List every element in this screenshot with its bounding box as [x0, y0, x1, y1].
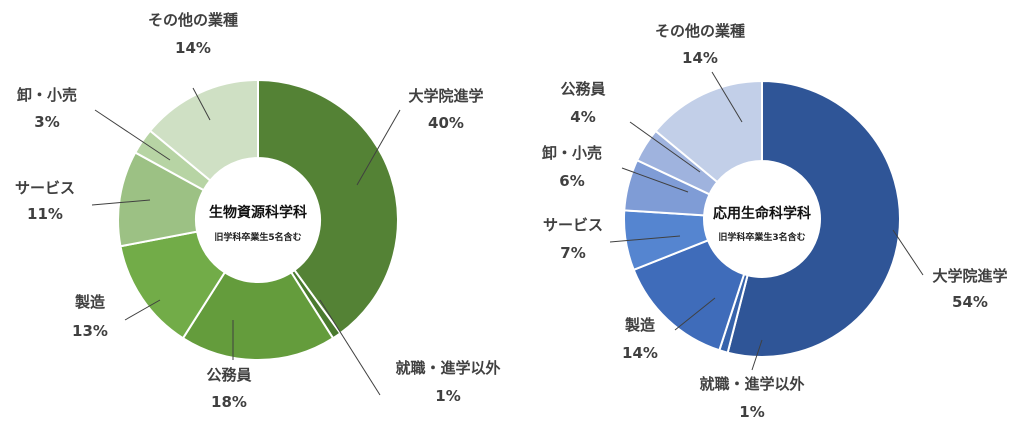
percent-label: 3% [34, 113, 59, 131]
category-label: 就職・進学以外 [395, 359, 500, 377]
category-label: 公務員 [206, 366, 251, 384]
category-label: 大学院進学 [932, 267, 1007, 285]
category-label: 製造 [624, 316, 655, 334]
donut-slice [148, 78, 259, 182]
donut-slice [257, 78, 399, 335]
donut-slice [726, 79, 901, 358]
percent-label: 11% [27, 205, 63, 223]
category-label: その他の業種 [655, 22, 745, 40]
percent-label: 6% [559, 172, 584, 190]
percent-label: 18% [211, 393, 247, 411]
category-label: その他の業種 [148, 11, 238, 29]
leader-line [751, 339, 763, 371]
percent-label: 4% [570, 108, 595, 126]
donut-slice [181, 270, 335, 361]
percent-label: 13% [72, 322, 108, 340]
leader-line [674, 297, 716, 331]
percent-label: 40% [428, 114, 464, 132]
donut-slice [654, 79, 763, 184]
chart-subtitle: 旧学科卒業生3名含む [718, 231, 805, 243]
chart-title: 応用生命科学科 [713, 205, 811, 222]
category-label: サービス [15, 179, 75, 197]
category-label: 大学院進学 [408, 87, 483, 105]
chart-title: 生物資源科学科 [209, 204, 307, 221]
category-label: 公務員 [560, 80, 605, 98]
chart-subtitle: 旧学科卒業生5名含む [214, 231, 301, 243]
leader-line [892, 229, 924, 276]
category-label: 製造 [74, 293, 105, 311]
percent-label: 54% [952, 293, 988, 311]
percent-label: 14% [622, 344, 658, 362]
percent-label: 14% [175, 39, 211, 57]
leader-line [124, 299, 161, 321]
leader-line [91, 199, 151, 206]
leader-line [629, 121, 701, 173]
percent-label: 14% [682, 49, 718, 67]
leader-line [192, 87, 211, 121]
leader-line [356, 109, 401, 186]
percent-label: 1% [435, 387, 460, 405]
category-label: 卸・小売 [17, 86, 77, 104]
category-label: 就職・進学以外 [699, 375, 804, 393]
leader-line [319, 299, 381, 396]
leader-line [621, 167, 689, 193]
percent-label: 1% [739, 403, 764, 421]
leader-line [609, 235, 681, 243]
percent-label: 7% [560, 244, 585, 262]
leader-line [711, 71, 743, 123]
category-label: 卸・小売 [542, 144, 602, 162]
category-label: サービス [543, 216, 603, 234]
leader-line [94, 109, 171, 161]
